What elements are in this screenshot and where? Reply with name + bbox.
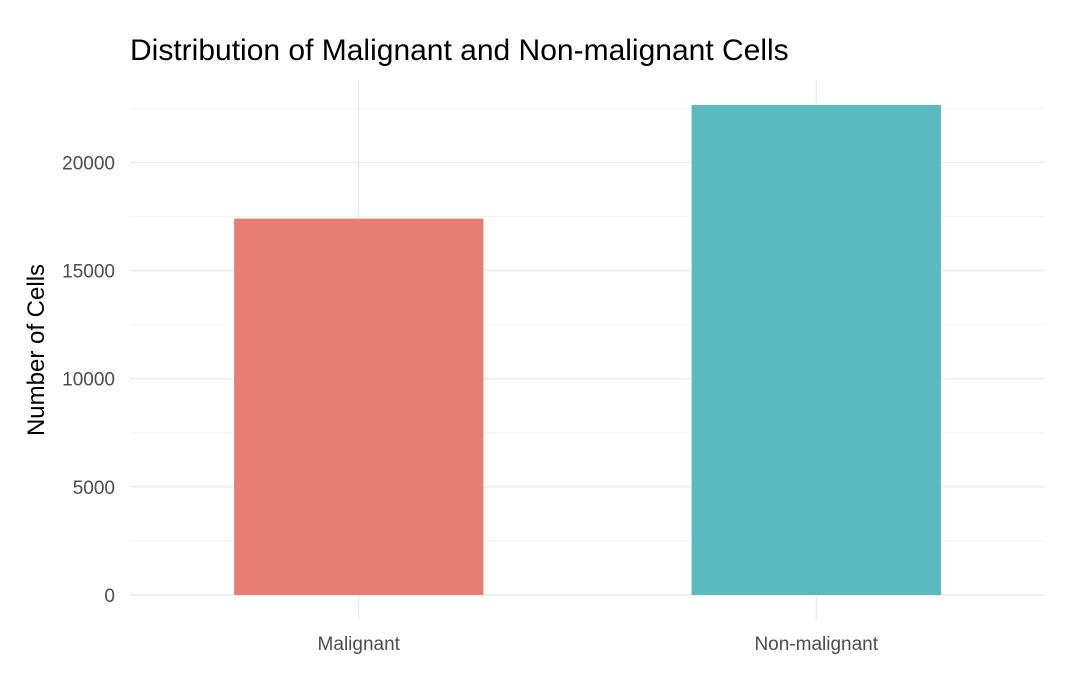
x-axis-ticks: Malignant Non-malignant	[318, 634, 879, 655]
y-tick-label: 10000	[62, 370, 115, 391]
y-tick-label: 0	[104, 586, 115, 607]
bar-malignant	[234, 218, 484, 595]
y-tick-label: 20000	[62, 153, 115, 174]
x-tick-label: Non-malignant	[754, 634, 878, 655]
x-tick-label: Malignant	[318, 634, 401, 655]
y-tick-label: 15000	[62, 261, 115, 282]
bars	[234, 105, 941, 595]
chart-title: Distribution of Malignant and Non-malign…	[130, 34, 789, 67]
y-axis-ticks: 0 5000 10000 15000 20000	[62, 153, 115, 607]
bar-non-malignant	[691, 105, 941, 595]
y-tick-label: 5000	[73, 478, 115, 499]
y-axis-label: Number of Cells	[23, 264, 50, 436]
